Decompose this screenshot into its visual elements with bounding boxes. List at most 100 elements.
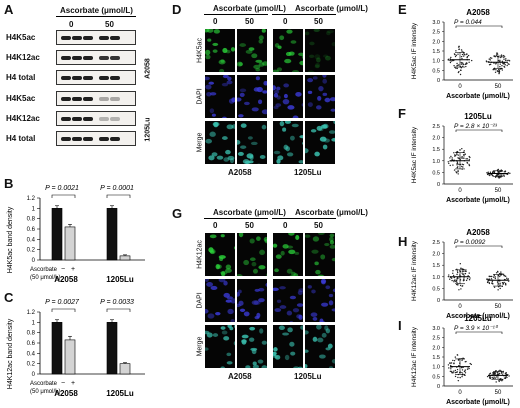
if-header: Ascorbate (μmol/L) <box>295 208 368 217</box>
nucleus <box>258 287 265 292</box>
nucleus <box>291 123 299 128</box>
nucleus <box>317 274 325 276</box>
data-point <box>456 281 458 284</box>
micrograph <box>304 324 336 369</box>
data-point <box>466 277 469 280</box>
nucleus <box>255 76 260 81</box>
data-point <box>465 63 467 65</box>
data-point <box>461 285 464 287</box>
data-point <box>451 371 453 374</box>
nucleus <box>209 248 216 255</box>
nucleus <box>307 70 315 72</box>
data-point <box>453 53 456 55</box>
band <box>72 137 82 141</box>
band <box>72 56 82 60</box>
y-tick-label: 1.5 <box>432 147 440 153</box>
nucleus <box>309 41 315 46</box>
nucleus <box>259 249 266 256</box>
scatter-plot: 1205Lu P = 2.8 × 10⁻²³ H4K5ac IF intensity… <box>411 112 513 204</box>
nucleus <box>238 233 244 238</box>
y-tick-label: 3.0 <box>432 326 440 332</box>
nucleus <box>319 136 327 142</box>
data-point <box>454 55 457 58</box>
data-point <box>449 157 451 159</box>
data-point <box>453 370 455 372</box>
data-point <box>493 371 496 374</box>
y-tick-label: 2.0 <box>432 252 440 258</box>
sign-plus: + <box>71 380 75 387</box>
data-point <box>447 59 450 61</box>
data-point <box>493 62 495 64</box>
data-point <box>502 63 505 65</box>
data-point <box>501 282 504 284</box>
data-point <box>470 59 473 62</box>
data-point <box>454 369 457 372</box>
bar <box>64 339 76 375</box>
band <box>83 76 93 80</box>
data-point <box>454 371 457 374</box>
data-point <box>495 272 498 274</box>
data-point <box>508 375 510 377</box>
sign-minus: − <box>61 380 65 387</box>
nucleus <box>317 337 324 343</box>
data-point <box>464 361 466 363</box>
nucleus <box>261 109 267 115</box>
data-point <box>457 284 459 286</box>
data-point <box>496 371 498 374</box>
data-point <box>453 65 455 67</box>
dose-label: 0 <box>283 221 288 230</box>
x-tick-label: 0 <box>458 304 462 310</box>
micrograph <box>304 74 336 119</box>
data-point <box>462 63 464 65</box>
if-row-label: DAPI <box>196 292 204 309</box>
data-point <box>498 70 501 73</box>
legend-unit: (50 μmol/L) <box>30 275 60 281</box>
data-point <box>455 172 458 174</box>
band <box>83 97 93 101</box>
data-point <box>466 158 469 160</box>
dose-label: 0 <box>283 17 288 26</box>
nucleus <box>273 243 278 248</box>
nucleus <box>257 163 261 164</box>
data-point <box>460 63 463 65</box>
data-point <box>492 371 495 374</box>
nucleus <box>312 336 318 342</box>
y-axis-label: H4K5ac IF intensity <box>411 126 418 183</box>
nucleus <box>258 39 264 44</box>
band <box>72 97 82 101</box>
band <box>99 97 109 101</box>
header-rule <box>56 16 136 17</box>
dose-label: 50 <box>245 17 254 26</box>
data-point <box>500 54 503 56</box>
nucleus <box>291 271 296 276</box>
nucleus <box>289 295 297 300</box>
nucleus <box>326 31 331 36</box>
data-point <box>463 275 465 277</box>
plot-title: 1205Lu <box>464 112 492 121</box>
nucleus <box>239 43 247 47</box>
nucleus <box>206 29 214 33</box>
cell-nuclei <box>305 29 335 72</box>
nucleus <box>261 124 267 130</box>
data-point <box>457 359 460 361</box>
cell-nuclei <box>205 325 235 368</box>
band <box>72 36 82 40</box>
data-point <box>499 63 501 65</box>
data-point <box>452 270 454 272</box>
nucleus <box>215 264 220 270</box>
y-tick-label: 0.8 <box>27 331 36 337</box>
nucleus <box>234 325 235 329</box>
data-point <box>456 273 458 276</box>
nucleus <box>283 83 290 88</box>
nucleus <box>318 86 324 92</box>
data-point <box>458 64 460 66</box>
nucleus <box>290 351 296 356</box>
nucleus <box>252 268 258 274</box>
data-point <box>447 161 449 163</box>
nucleus <box>329 244 335 249</box>
nucleus <box>277 155 284 161</box>
data-point <box>507 63 509 65</box>
nucleus <box>242 159 250 164</box>
data-point <box>461 163 463 166</box>
data-point <box>490 173 492 176</box>
